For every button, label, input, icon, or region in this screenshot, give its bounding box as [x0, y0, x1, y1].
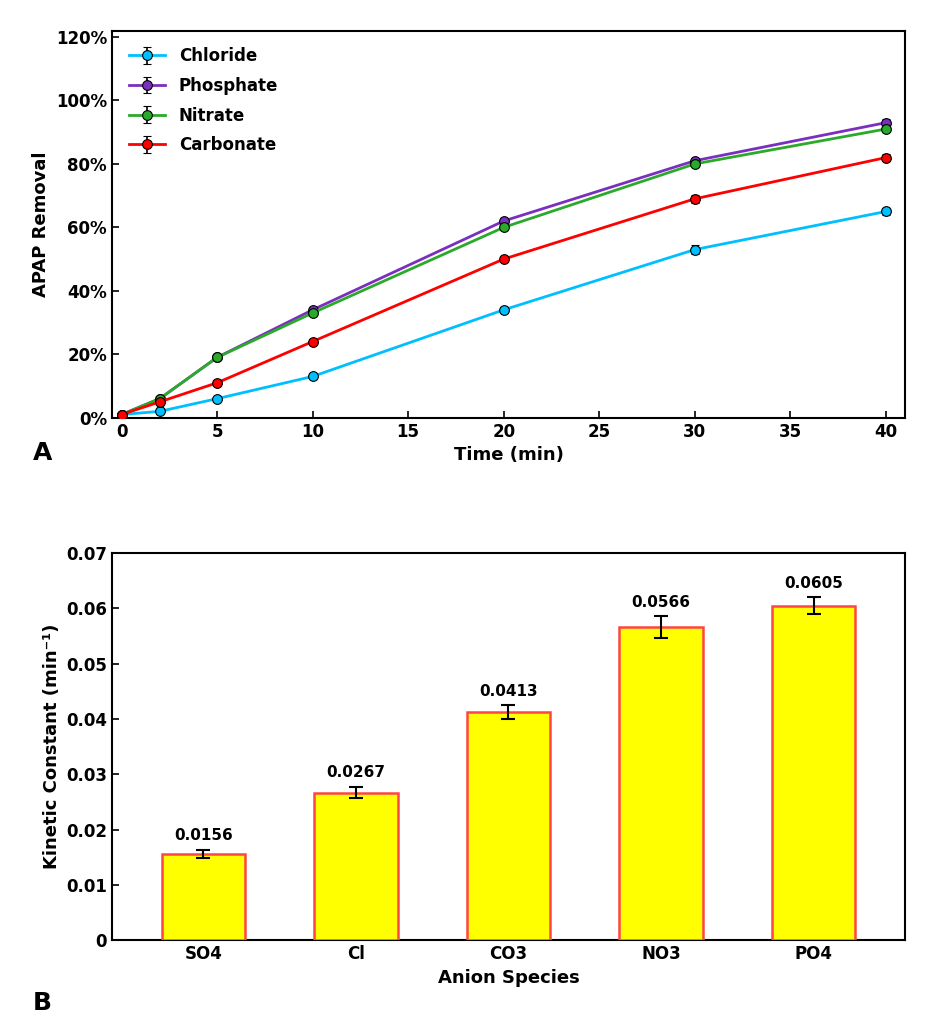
Bar — [314, 793, 397, 940]
Text: A: A — [33, 440, 52, 465]
Y-axis label: Kinetic Constant (min⁻¹): Kinetic Constant (min⁻¹) — [43, 624, 61, 870]
Text: 0.0156: 0.0156 — [174, 828, 233, 843]
X-axis label: Time (min): Time (min) — [453, 447, 564, 464]
Legend: Chloride, Phosphate, Nitrate, Carbonate: Chloride, Phosphate, Nitrate, Carbonate — [120, 39, 286, 162]
Bar — [466, 712, 550, 940]
Text: 0.0267: 0.0267 — [327, 765, 385, 781]
Text: 0.0605: 0.0605 — [784, 575, 842, 591]
X-axis label: Anion Species: Anion Species — [438, 969, 579, 986]
Y-axis label: APAP Removal: APAP Removal — [33, 151, 50, 297]
Text: 0.0413: 0.0413 — [480, 684, 537, 699]
Bar — [772, 606, 856, 940]
Text: 0.0566: 0.0566 — [632, 595, 690, 609]
Text: B: B — [33, 990, 51, 1015]
Bar — [161, 854, 245, 940]
Bar — [620, 628, 703, 940]
